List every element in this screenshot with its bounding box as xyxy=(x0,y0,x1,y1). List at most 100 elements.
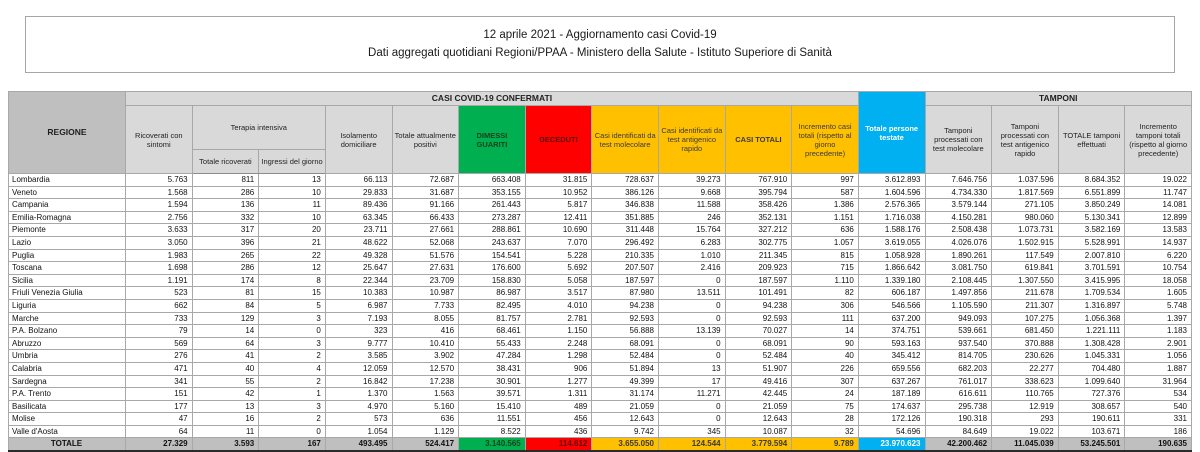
value-cell: 3.850.249 xyxy=(1057,198,1126,212)
value-cell: 31.964 xyxy=(1124,374,1192,389)
value-cell: 54.696 xyxy=(857,424,926,439)
value-cell: 261.443 xyxy=(458,198,526,212)
region-row: Lazio 3.050 396 21 48.622 52.068 243.637 7.070 2… xyxy=(8,235,1192,250)
value-cell: 174.637 xyxy=(857,399,926,414)
value-cell: 636 xyxy=(791,223,859,237)
col-header-dimessi-guariti: DIMESSI GUARITI xyxy=(458,105,526,174)
value-cell: 2.416 xyxy=(658,261,726,275)
value-cell: 4.026.076 xyxy=(924,235,993,250)
value-cell: 136 xyxy=(191,198,260,212)
value-cell: 103.671 xyxy=(1057,424,1126,439)
col-header-terapia-intensiva: Terapia intensiva xyxy=(191,105,326,150)
value-cell: 42 xyxy=(191,387,260,401)
value-cell: 82.495 xyxy=(458,298,526,313)
value-cell: 296.492 xyxy=(591,235,659,250)
value-cell: 32 xyxy=(791,424,859,439)
value-cell: 12.570 xyxy=(391,361,460,376)
value-cell: 1.191 xyxy=(125,273,193,288)
col-header-tamponi-antigenico: Tamponi processati con test antigenico r… xyxy=(991,105,1059,174)
value-cell: 345.412 xyxy=(857,349,926,363)
value-cell: 569 xyxy=(125,336,193,351)
value-cell: 10.952 xyxy=(524,185,593,200)
subheader-row: Totale ricoverati Ingressi del giorno xyxy=(9,149,1192,174)
value-cell: 19.022 xyxy=(1124,173,1192,187)
value-cell: 3.415.995 xyxy=(1057,273,1126,288)
value-cell: 456 xyxy=(524,412,593,426)
value-cell: 2 xyxy=(258,374,326,389)
region-row: Umbria 276 41 2 3.585 3.902 47.284 1.298 52.484 0… xyxy=(8,349,1192,363)
value-cell: 534 xyxy=(1124,387,1192,401)
value-cell: 17.238 xyxy=(391,374,460,389)
value-cell: 92.593 xyxy=(724,311,793,326)
region-name: Friuli Venezia Giulia xyxy=(8,286,126,300)
value-cell: 3.779.594 xyxy=(724,437,793,452)
value-cell: 1.307.550 xyxy=(991,273,1059,288)
value-cell: 49.328 xyxy=(324,248,393,263)
value-cell: 81.757 xyxy=(458,311,526,326)
value-cell: 24 xyxy=(791,387,859,401)
value-cell: 87.980 xyxy=(591,286,659,300)
col-header-attualmente-positivi: Totale attualmente positivi xyxy=(391,105,460,174)
value-cell: 124.544 xyxy=(658,437,726,452)
value-cell: 295.738 xyxy=(924,399,993,414)
value-cell: 20 xyxy=(258,223,326,237)
col-header-persone-testate: Totale persone testate xyxy=(857,91,926,174)
value-cell: 351.885 xyxy=(591,210,659,225)
region-name: Calabria xyxy=(8,361,126,376)
value-cell: 5.130.341 xyxy=(1057,210,1126,225)
value-cell: 94.238 xyxy=(591,298,659,313)
value-cell: 51.576 xyxy=(391,248,460,263)
value-cell: 345 xyxy=(658,424,726,439)
value-cell: 29.833 xyxy=(324,185,393,200)
value-cell: 12.411 xyxy=(524,210,593,225)
value-cell: 370.888 xyxy=(991,336,1059,351)
covid-table: REGIONE CASI COVID-19 CONFERMATI Totale … xyxy=(8,91,1192,452)
value-cell: 174 xyxy=(191,273,260,288)
col-header-regione: REGIONE xyxy=(8,91,126,174)
value-cell: 1.568 xyxy=(125,185,193,200)
value-cell: 3.593 xyxy=(191,437,260,452)
value-cell: 286 xyxy=(191,261,260,275)
value-cell: 7.733 xyxy=(391,298,460,313)
value-cell: 11.045.039 xyxy=(991,437,1059,452)
value-cell: 10.383 xyxy=(324,286,393,300)
value-cell: 5.692 xyxy=(524,261,593,275)
value-cell: 1.221.111 xyxy=(1057,324,1126,338)
value-cell: 1.386 xyxy=(791,198,859,212)
value-cell: 64 xyxy=(125,424,193,439)
value-cell: 66.433 xyxy=(391,210,460,225)
region-row: Puglia 1.983 265 22 49.328 51.576 154.541 5.228… xyxy=(8,248,1192,263)
value-cell: 4.970 xyxy=(324,399,393,414)
value-cell: 22.277 xyxy=(991,361,1059,376)
value-cell: 111 xyxy=(791,311,859,326)
value-cell: 11 xyxy=(191,424,260,439)
col-header-ingressi-giorno: Ingressi del giorno xyxy=(258,149,326,174)
value-cell: 1.150 xyxy=(524,324,593,338)
value-cell: 22 xyxy=(258,248,326,263)
region-row: Toscana 1.698 286 12 25.647 27.631 176.600 5.69… xyxy=(8,261,1192,275)
value-cell: 293 xyxy=(991,412,1059,426)
value-cell: 5 xyxy=(258,298,326,313)
value-cell: 72.687 xyxy=(391,173,460,187)
value-cell: 1.105.590 xyxy=(924,298,993,313)
value-cell: 5.817 xyxy=(524,198,593,212)
value-cell: 523 xyxy=(125,286,193,300)
value-cell: 17 xyxy=(658,374,726,389)
value-cell: 151 xyxy=(125,387,193,401)
value-cell: 2.248 xyxy=(524,336,593,351)
value-cell: 11 xyxy=(258,198,326,212)
value-cell: 64 xyxy=(191,336,260,351)
value-cell: 5.763 xyxy=(125,173,193,187)
value-cell: 1.037.596 xyxy=(991,173,1059,187)
value-cell: 1.058.928 xyxy=(857,248,926,263)
value-cell: 10.690 xyxy=(524,223,593,237)
value-cell: 949.093 xyxy=(924,311,993,326)
value-cell: 323 xyxy=(324,324,393,338)
value-cell: 1.308.428 xyxy=(1057,336,1126,351)
value-cell: 606.187 xyxy=(857,286,926,300)
value-cell: 0 xyxy=(658,349,726,363)
value-cell: 1.604.596 xyxy=(857,185,926,200)
value-cell: 0 xyxy=(658,399,726,414)
value-cell: 346.838 xyxy=(591,198,659,212)
value-cell: 13.583 xyxy=(1124,223,1192,237)
